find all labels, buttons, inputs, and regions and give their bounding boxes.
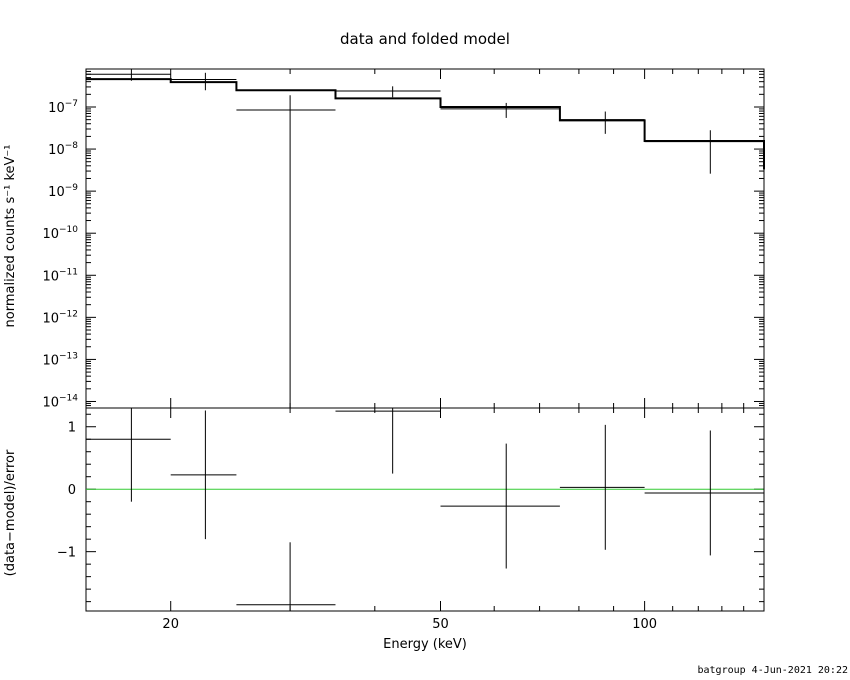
data-point	[644, 130, 764, 174]
x-axis-label: Energy (keV)	[383, 637, 467, 652]
footer-credit: batgroup 4-Jun-2021 20:22	[697, 665, 848, 676]
residual-point	[335, 408, 441, 474]
spectrum-panel-frame	[85, 68, 765, 409]
chart-title: data and folded model	[340, 30, 510, 48]
y-tick-label: 0	[68, 483, 76, 498]
data-point	[236, 95, 336, 408]
y-tick-labels-spectrum: 10−14 10−13 10−12 10−11 10−10 10−9 10−8 10−7	[42, 99, 78, 410]
residual-point	[86, 408, 171, 502]
x-tick-label: 50	[432, 617, 449, 632]
y-tick-label: 10−10	[42, 225, 78, 242]
residual-point	[236, 542, 336, 611]
model-step-line	[86, 78, 765, 170]
y-tick-labels-residuals: −1 0 1	[57, 421, 76, 561]
y-axis-label-residuals: (data−model)/error	[3, 449, 18, 576]
residual-point	[559, 424, 645, 550]
y-tick-label: 10−9	[48, 183, 78, 200]
data-point	[440, 102, 560, 118]
x-tick-label: 100	[632, 617, 657, 632]
residual-point	[170, 410, 237, 540]
y-axis-label-spectrum: normalized counts s⁻¹ keV⁻¹	[3, 145, 18, 328]
residual-point	[440, 443, 560, 569]
y-tick-label: 10−8	[48, 141, 78, 158]
data-point	[86, 69, 171, 81]
data-point	[335, 86, 441, 98]
y-tick-label: 10−11	[42, 267, 78, 284]
data-point	[559, 111, 645, 134]
y-tick-label: 1	[68, 421, 76, 436]
residual-panel-frame	[85, 407, 765, 612]
x-tick-label: 20	[162, 617, 179, 632]
axis-ticks	[86, 68, 765, 611]
folded-model	[86, 78, 765, 170]
y-tick-label: −1	[57, 546, 76, 561]
residual-points	[86, 408, 765, 611]
y-tick-label: 10−12	[42, 309, 78, 326]
y-tick-label: 10−13	[42, 351, 78, 368]
residual-point	[644, 430, 764, 556]
data-point	[170, 72, 237, 91]
data-points	[86, 69, 765, 408]
y-tick-label: 10−7	[48, 99, 78, 116]
x-tick-labels: 20 50 100	[162, 617, 657, 632]
y-tick-label: 10−14	[42, 393, 78, 410]
